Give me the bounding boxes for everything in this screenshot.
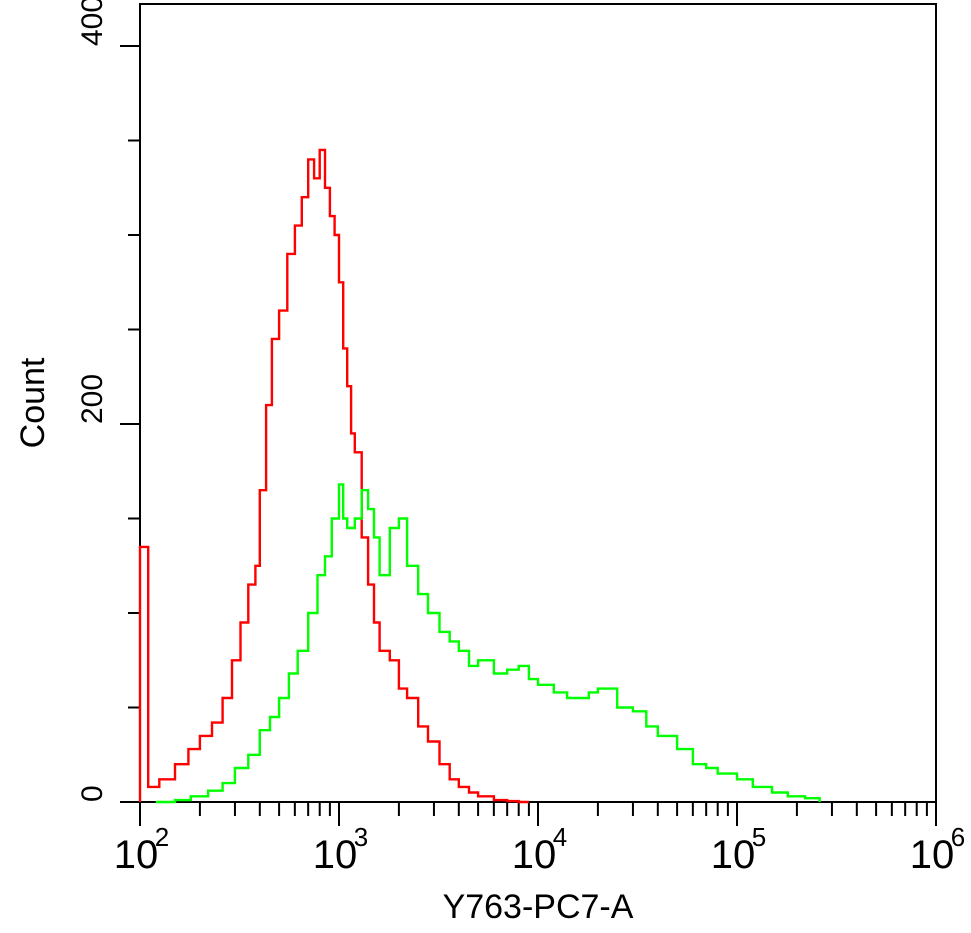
series-layer (138, 148, 821, 804)
x-tick-base: 10 (313, 833, 358, 877)
y-axis-ticks: 0 200 400 (76, 0, 140, 803)
x-tick-base: 10 (512, 833, 557, 877)
y-tick-label: 400 (76, 0, 109, 46)
x-tick-label: 106 (910, 822, 965, 877)
y-axis-label: Count (14, 357, 52, 448)
x-axis-ticks: 102 103 104 105 106 (114, 802, 965, 877)
y-tick-label: 200 (76, 374, 109, 424)
x-axis-label: Y763-PC7-A (443, 888, 634, 926)
x-tick-exponent: 4 (553, 822, 567, 852)
x-tick-label: 104 (512, 822, 567, 877)
x-tick-exponent: 6 (951, 822, 965, 852)
x-tick-base: 10 (711, 833, 756, 877)
series-line-0 (138, 148, 529, 804)
x-tick-exponent: 5 (752, 822, 766, 852)
x-tick-label: 103 (313, 822, 368, 877)
x-tick-label: 102 (114, 822, 169, 877)
series-line-1 (155, 483, 821, 804)
x-tick-label: 105 (711, 822, 766, 877)
x-tick-exponent: 2 (155, 822, 169, 852)
x-tick-base: 10 (910, 833, 955, 877)
x-tick-base: 10 (114, 833, 159, 877)
x-tick-exponent: 3 (354, 822, 368, 852)
y-tick-label: 0 (76, 785, 109, 802)
